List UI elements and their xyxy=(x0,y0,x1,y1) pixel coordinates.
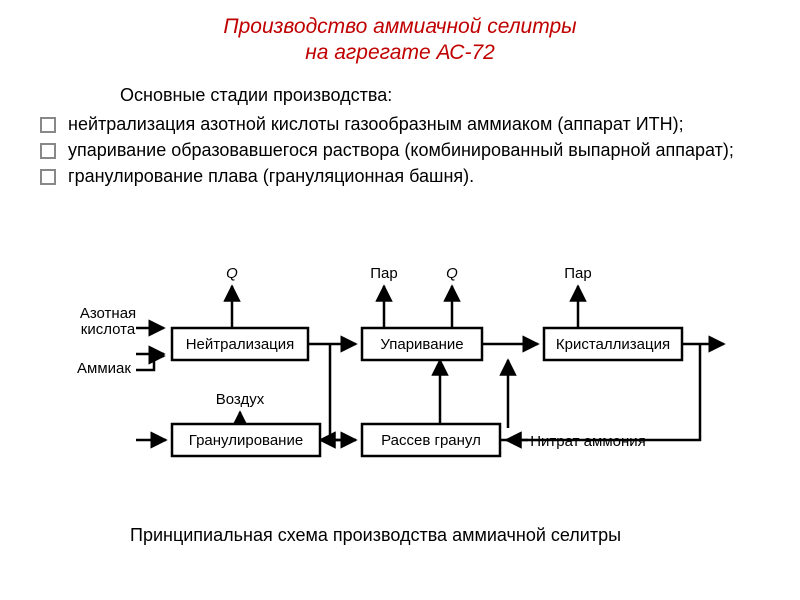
flow-text-label: Пар xyxy=(370,265,397,282)
bullet-item: нейтрализация азотной кислоты газообразн… xyxy=(36,112,764,136)
slide-title: Производство аммиачной селитры на агрега… xyxy=(0,0,800,67)
flowchart-diagram: Нейтрализация Упаривание Кристаллизация Гра… xyxy=(60,256,740,496)
flow-arrow xyxy=(330,344,356,440)
title-line1: Производство аммиачной селитры xyxy=(223,15,576,38)
flow-text-label: Аммиак xyxy=(77,360,131,377)
flow-text-label: Пар xyxy=(564,265,591,282)
flow-node-label: Рассев гранул xyxy=(381,432,481,449)
diagram-caption: Принципиальная схема производства аммиач… xyxy=(130,524,650,547)
title-line2: на агрегате АС-72 xyxy=(305,41,495,64)
flow-node-label: Кристаллизация xyxy=(556,336,670,353)
flow-text-label: Азотная xyxy=(80,305,136,322)
bullet-list: нейтрализация азотной кислоты газообразн… xyxy=(36,112,764,189)
bullet-item: гранулирование плава (грануляционная баш… xyxy=(36,164,764,188)
flow-text-label: Q xyxy=(226,265,238,282)
flow-text-label: Нитрат аммония xyxy=(530,433,646,450)
flow-node-label: Упаривание xyxy=(380,336,463,353)
flow-text-label: Q xyxy=(446,265,458,282)
flow-node-label: Нейтрализация xyxy=(186,336,295,353)
flow-text-label: кислота xyxy=(81,321,136,338)
subtitle: Основные стадии производства: xyxy=(120,85,800,106)
flow-text-label: Воздух xyxy=(216,391,265,408)
flow-arrow xyxy=(136,356,164,370)
flow-node-label: Гранулирование xyxy=(189,432,303,449)
bullet-item: упаривание образовавшегося раствора (ком… xyxy=(36,138,764,162)
